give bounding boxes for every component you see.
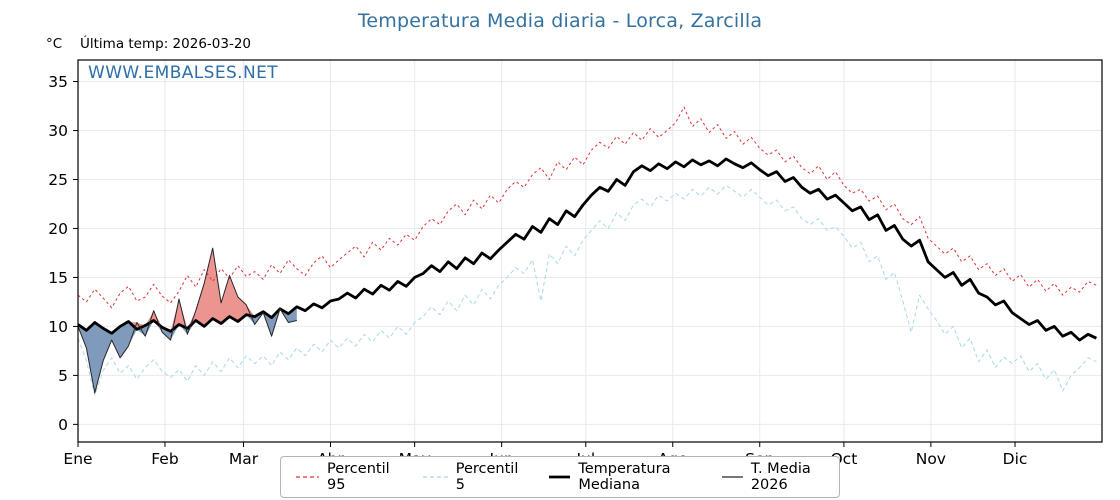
y-tick-label: 30 <box>48 122 68 140</box>
chart-title: Temperatura Media diaria - Lorca, Zarcil… <box>357 10 763 32</box>
series-line-t-media-2026 <box>77 247 297 394</box>
x-tick-label: Feb <box>151 450 178 468</box>
legend-label: Temperatura Mediana <box>578 461 671 493</box>
y-tick-label: 25 <box>48 171 68 189</box>
legend-item-percentil-5: Percentil 5 <box>422 461 523 493</box>
axis-ticks <box>73 81 1016 447</box>
last-temp-label: Última temp: 2026-03-20 <box>80 36 252 52</box>
gridlines <box>77 60 1102 442</box>
t-media-2026-line-sample-icon <box>721 476 743 478</box>
y-tick-label: 20 <box>48 220 68 238</box>
legend-label: Percentil 95 <box>327 461 390 493</box>
temperatura-mediana-line-sample-icon <box>549 475 571 479</box>
legend-label: T. Media 2026 <box>750 461 811 493</box>
x-tick-label: Mar <box>229 450 259 468</box>
x-tick-label: Nov <box>916 450 946 468</box>
x-tick-label: Ene <box>63 450 92 468</box>
fill-below-median <box>78 306 297 394</box>
legend-item-percentil-95: Percentil 95 <box>295 461 396 493</box>
y-tick-label: 35 <box>48 73 68 91</box>
y-tick-label: 5 <box>58 367 68 385</box>
legend-label: Percentil 5 <box>455 461 519 493</box>
x-tick-label: Dic <box>1003 450 1028 468</box>
percentil-5-line-sample-icon <box>422 476 448 478</box>
series-line-percentil-95 <box>77 106 1097 309</box>
chart-legend: Percentil 95 Percentil 5 Temperatura Med… <box>280 456 840 498</box>
y-tick-label: 10 <box>48 318 68 336</box>
plot-border <box>77 59 1103 443</box>
y-axis-unit-label: °C <box>46 36 63 52</box>
series-line-percentil-5 <box>77 184 1097 396</box>
fill-above-median <box>78 248 297 334</box>
anomaly-fills <box>78 248 297 394</box>
y-tick-label: 0 <box>58 416 68 434</box>
legend-item-temperatura-mediana: Temperatura Mediana <box>548 461 695 493</box>
axis-tick-labels: 05101520253035EneFebMarAbrMayJunJulAgoSe… <box>48 73 1027 468</box>
y-tick-label: 15 <box>48 269 68 287</box>
percentil-95-line-sample-icon <box>296 476 320 478</box>
legend-item-t-media-2026: T. Media 2026 <box>721 461 825 493</box>
series-line-temperatura-mediana <box>77 157 1097 342</box>
watermark-text: WWW.EMBALSES.NET <box>88 63 279 83</box>
